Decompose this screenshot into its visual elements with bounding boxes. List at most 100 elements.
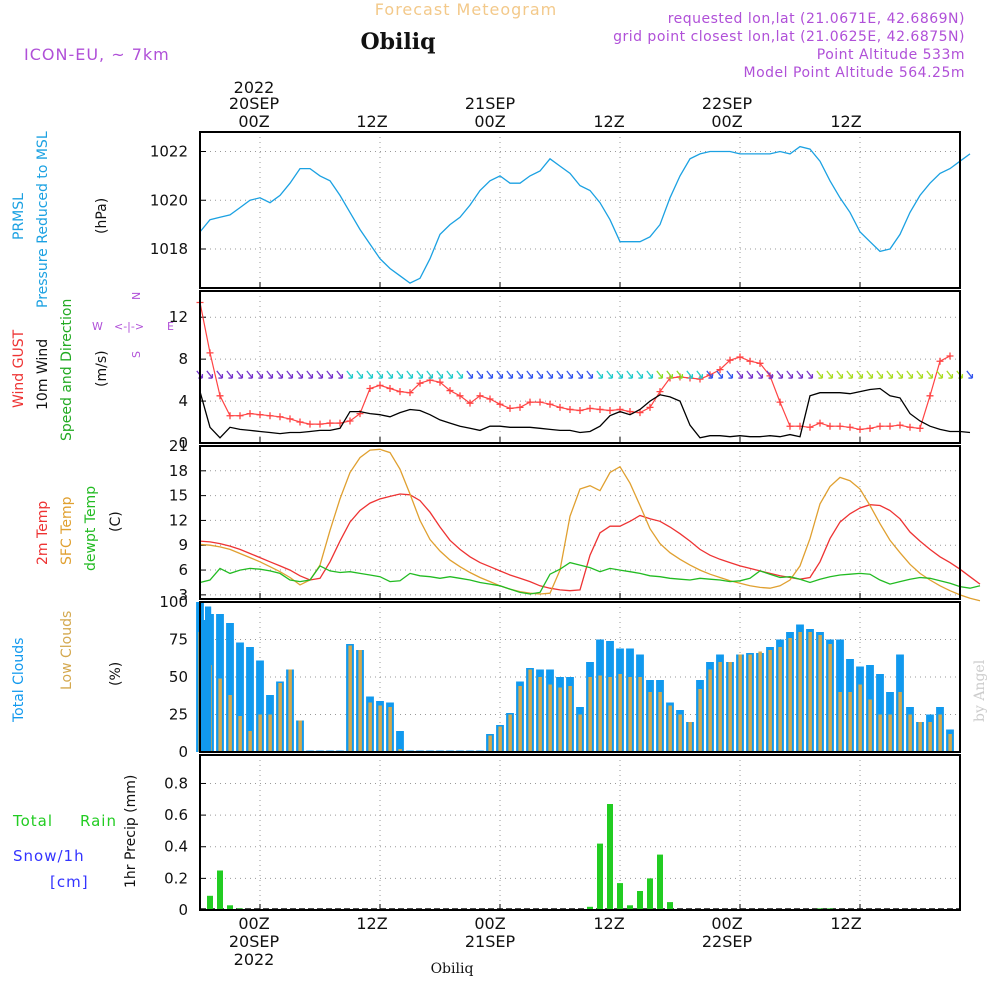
wind-direction-arrow [806, 370, 814, 379]
top-tick-label: 12Z [593, 112, 624, 131]
wind-direction-arrow [966, 370, 974, 379]
gust-point-marker [316, 420, 324, 428]
gust-point-marker [906, 423, 914, 431]
gust-point-marker [396, 388, 404, 396]
gust-point-marker [236, 412, 244, 420]
bottom-tick-label: 00Z [474, 914, 505, 933]
top-tick-label: 00Z [474, 112, 505, 131]
cloud-unit: (%) [108, 662, 124, 686]
wind-direction-arrow [536, 370, 544, 379]
wind-direction-arrow [396, 370, 404, 379]
low-cloud-bar [358, 650, 362, 752]
bottom-time-axis: 00Z 12Z 00Z 12Z 00Z 12Z 20SEP 21SEP 22SE… [229, 914, 862, 969]
gust-point-marker [436, 378, 444, 386]
wind-direction-arrow [556, 370, 564, 379]
low-cloud-bar [498, 726, 502, 752]
wind-ytick-label: 8 [178, 350, 188, 368]
low-cloud-bar [348, 645, 352, 752]
low-cloud-bar [698, 689, 702, 752]
wind-direction-arrow [246, 370, 254, 379]
low-cloud-bar [528, 669, 532, 752]
gust-point-marker [416, 379, 424, 387]
sfc-temp-series-line [199, 448, 981, 602]
top-date-21sep: 21SEP [465, 94, 516, 113]
wind-direction-arrow [236, 370, 244, 379]
low-cloud-bar [598, 675, 602, 752]
gust-point-marker [716, 366, 724, 374]
precip-bar [667, 902, 673, 910]
low-cloud-bar [928, 722, 932, 752]
top-tick-label: 12Z [830, 112, 861, 131]
gust-point-marker [246, 410, 254, 418]
clouds-ytick-label: 50 [169, 668, 188, 686]
wind-direction-arrow [446, 370, 454, 379]
pressure-ytick-label: 1020 [150, 191, 188, 209]
low-cloud-bar [948, 734, 952, 752]
low-cloud-bar [818, 635, 822, 752]
top-tick-label: 00Z [238, 112, 269, 131]
wind-direction-arrow [546, 370, 554, 379]
wind-direction-arrow [896, 370, 904, 379]
temperature-ytick-label: 3 [178, 586, 188, 604]
compass-north: N [130, 292, 143, 300]
precipitation-ytick-label: 0 [178, 901, 188, 919]
temp-label-sfc: SFC Temp [59, 496, 75, 565]
gust-point-marker [326, 419, 334, 427]
wind-direction-arrow [416, 370, 424, 379]
gust-point-marker [296, 418, 304, 426]
clouds-ytick-label: 100 [159, 593, 188, 611]
wind-direction-arrow [456, 370, 464, 379]
precip-bar [637, 891, 643, 910]
gust-point-marker [286, 415, 294, 423]
gust-point-marker [546, 400, 554, 408]
low-cloud-bar [878, 714, 882, 752]
clouds-ytick-label: 25 [169, 706, 188, 724]
gust-point-marker [526, 398, 534, 406]
gust-point-marker [516, 403, 524, 411]
low-cloud-bar [708, 669, 712, 752]
wind-direction-arrow [576, 370, 584, 379]
low-cloud-bar [858, 684, 862, 752]
wind-direction-arrow [716, 370, 724, 379]
low-cloud-bar [288, 669, 292, 752]
model-name: ICON-EU, ~ 7km [24, 45, 170, 64]
temperature-ytick-label: 6 [178, 561, 188, 579]
wind-direction-arrow [296, 370, 304, 379]
wind-direction-arrow [926, 370, 934, 379]
wind-direction-arrow [286, 370, 294, 379]
gust-point-marker [736, 353, 744, 361]
low-cloud-bar [828, 644, 832, 752]
gust-series-line [199, 302, 951, 431]
gust-point-marker [336, 419, 344, 427]
wind-direction-arrow [346, 370, 354, 379]
pressure-ytick-label: 1018 [150, 240, 188, 258]
top-year: 2022 [234, 78, 275, 97]
wind-direction-arrow [816, 370, 824, 379]
low-cloud-bar [518, 686, 522, 752]
gust-point-marker [746, 357, 754, 365]
wind-direction-arrow [666, 370, 674, 379]
low-cloud-bar [608, 677, 612, 752]
low-cloud-bar [238, 716, 242, 752]
precip-bar [207, 895, 213, 910]
low-cloud-bar [278, 683, 282, 752]
wind-ytick-label: 12 [169, 308, 188, 326]
gust-point-marker [606, 407, 614, 415]
compass-west: W [92, 320, 103, 333]
total-cloud-bar [396, 731, 404, 752]
low-cloud-bar [298, 720, 302, 752]
low-cloud-bar [748, 654, 752, 752]
precip-label-total: Total [12, 812, 53, 830]
gust-point-marker [486, 395, 494, 403]
gust-point-marker [366, 384, 374, 392]
gust-point-marker [646, 403, 654, 411]
gust-point-marker [846, 423, 854, 431]
wind-direction-arrow [486, 370, 494, 379]
cloud-labels: Total Clouds Low Clouds (%) [11, 611, 124, 723]
bottom-tick-label: 00Z [238, 914, 269, 933]
gust-point-marker [406, 389, 414, 397]
wind-direction-arrow [946, 370, 954, 379]
wind-direction-arrow [706, 370, 714, 379]
gust-point-marker [756, 359, 764, 367]
